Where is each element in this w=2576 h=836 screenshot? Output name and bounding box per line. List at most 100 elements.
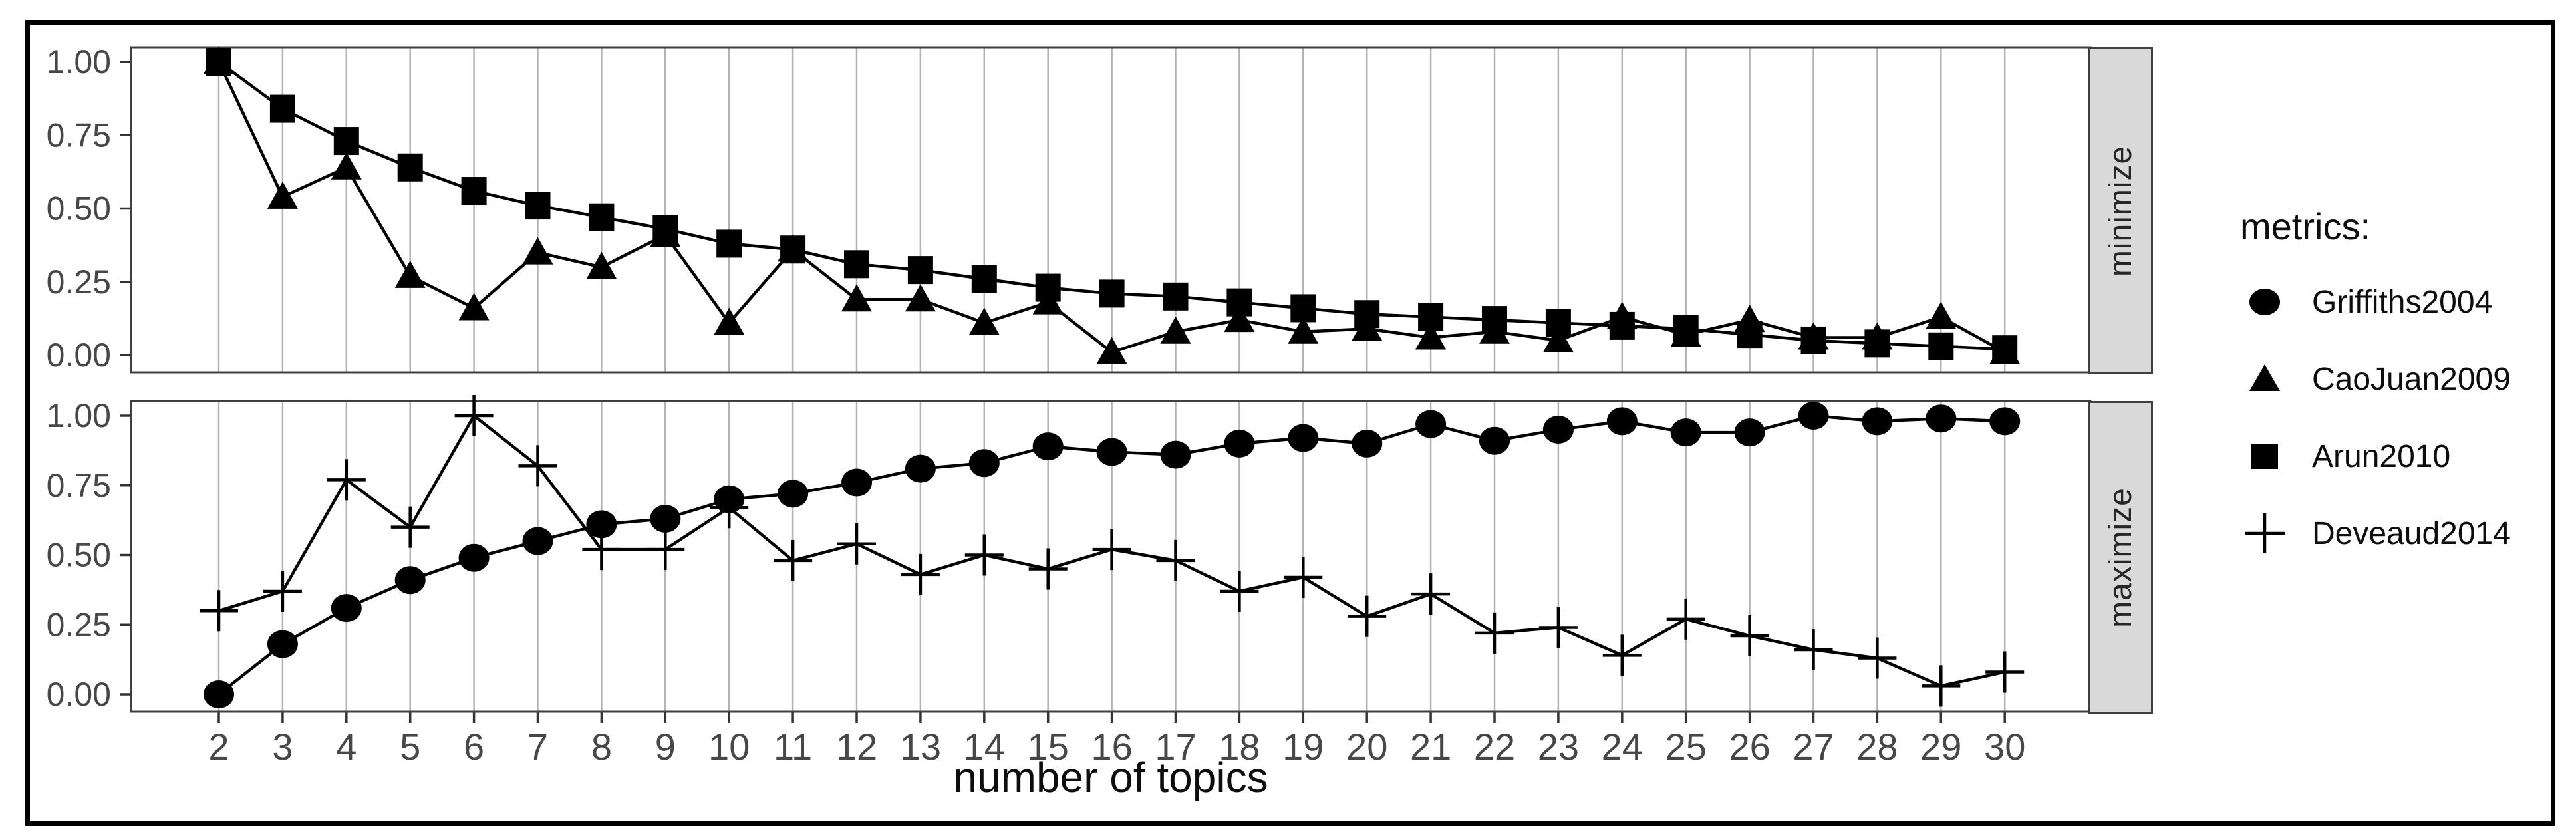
triangle-marker <box>1288 316 1319 344</box>
x-tick-label: 14 <box>964 726 1005 767</box>
triangle-marker <box>458 293 490 321</box>
square-marker <box>780 235 806 264</box>
legend-entry-label: CaoJuan2009 <box>2312 361 2511 397</box>
legend-entry-label: Deveaud2014 <box>2312 515 2511 551</box>
square-marker <box>1737 321 1763 349</box>
x-axis-title: number of topics <box>953 754 1268 801</box>
square-marker <box>1099 279 1125 308</box>
square-marker <box>1482 306 1507 335</box>
y-tick-label: 0.00 <box>47 337 111 374</box>
x-tick-label: 19 <box>1282 726 1324 767</box>
square-marker <box>589 203 615 231</box>
square-marker-icon <box>2240 432 2289 481</box>
plus-glyph <box>2245 513 2285 553</box>
circle-marker <box>841 468 872 497</box>
circle-marker <box>1288 424 1319 452</box>
y-tick-label: 0.50 <box>47 537 111 574</box>
circle-marker <box>1352 429 1383 458</box>
square-marker <box>397 153 423 182</box>
triangle-marker <box>331 152 362 180</box>
circle-marker <box>1224 429 1255 458</box>
y-tick-label: 0.50 <box>47 190 111 227</box>
circle-glyph <box>2249 289 2280 315</box>
circle-marker <box>331 594 362 623</box>
square-marker <box>333 127 359 156</box>
y-tick-label: 0.25 <box>47 263 111 301</box>
triangle-marker <box>586 251 617 279</box>
x-tick-label: 7 <box>527 726 548 767</box>
triangle-marker <box>267 181 298 209</box>
x-tick-label: 28 <box>1856 726 1898 767</box>
circle-marker <box>1926 404 1957 433</box>
circle-marker-icon <box>2240 277 2289 327</box>
circle-marker <box>1798 402 1829 430</box>
square-marker <box>269 94 295 123</box>
square-marker <box>206 48 231 76</box>
x-tick-label: 27 <box>1792 726 1834 767</box>
x-tick-label: 6 <box>464 726 484 767</box>
circle-marker <box>1096 438 1127 466</box>
square-marker <box>461 177 487 206</box>
circle-marker <box>1415 410 1447 438</box>
facet-strip-label: maximize <box>2103 487 2138 628</box>
x-tick-label: 21 <box>1410 726 1451 767</box>
square-marker <box>1035 273 1061 302</box>
x-tick-label: 22 <box>1474 726 1515 767</box>
x-tick-label: 26 <box>1729 726 1770 767</box>
x-tick-label: 8 <box>591 726 612 767</box>
triangle-marker <box>841 284 872 312</box>
square-marker <box>1673 315 1699 343</box>
triangle-glyph <box>2249 364 2280 391</box>
facet-strip-minimize: minimize <box>2088 47 2153 374</box>
square-marker <box>907 256 933 285</box>
square-marker <box>1418 303 1444 331</box>
circle-marker <box>1479 426 1510 455</box>
legend-entry-griffiths2004: Griffiths2004 <box>2240 277 2553 327</box>
square-glyph <box>2251 444 2278 469</box>
x-tick-label: 2 <box>208 726 229 767</box>
x-tick-label: 4 <box>336 726 357 767</box>
circle-marker <box>458 543 490 572</box>
x-tick-label: 9 <box>655 726 676 767</box>
square-marker <box>1800 326 1826 354</box>
legend-entry-arun2010: Arun2010 <box>2240 432 2553 481</box>
triangle-marker <box>1542 325 1574 352</box>
circle-marker <box>650 505 681 533</box>
square-marker <box>1928 332 1954 360</box>
square-marker <box>1545 309 1571 337</box>
x-tick-label: 12 <box>836 726 877 767</box>
circle-marker <box>204 680 234 708</box>
square-marker <box>1163 282 1189 311</box>
triangle-marker-icon <box>2240 354 2289 404</box>
square-marker <box>652 215 678 243</box>
circle-marker <box>267 630 298 658</box>
x-tick-label: 5 <box>400 726 420 767</box>
y-tick-label: 0.25 <box>47 606 111 643</box>
square-marker <box>844 250 869 279</box>
circle-marker <box>905 454 936 483</box>
x-tick-label: 16 <box>1091 726 1132 767</box>
triangle-marker <box>1926 301 1957 329</box>
x-tick-label: 23 <box>1538 726 1579 767</box>
circle-marker <box>1606 407 1638 436</box>
x-tick-label: 3 <box>272 726 293 767</box>
triangle-marker <box>714 307 745 335</box>
legend-entry-label: Arun2010 <box>2312 438 2451 474</box>
square-marker <box>1609 311 1635 340</box>
y-tick-label: 0.75 <box>47 467 111 504</box>
facet-strip-label: minimize <box>2103 145 2139 277</box>
circle-marker <box>394 566 426 595</box>
facet-strip-maximize: maximize <box>2088 401 2153 714</box>
square-marker <box>716 229 742 258</box>
x-tick-label: 10 <box>708 726 750 767</box>
circle-marker <box>1862 407 1893 436</box>
legend: metrics: Griffiths2004 CaoJuan2009 Arun2… <box>2240 205 2553 586</box>
figure-border <box>25 20 2555 826</box>
circle-marker <box>1670 418 1701 447</box>
legend-entry-deveaud2014: Deveaud2014 <box>2240 509 2553 558</box>
circle-marker <box>778 480 809 508</box>
circle-marker <box>1734 418 1765 447</box>
triangle-marker <box>1224 305 1255 333</box>
